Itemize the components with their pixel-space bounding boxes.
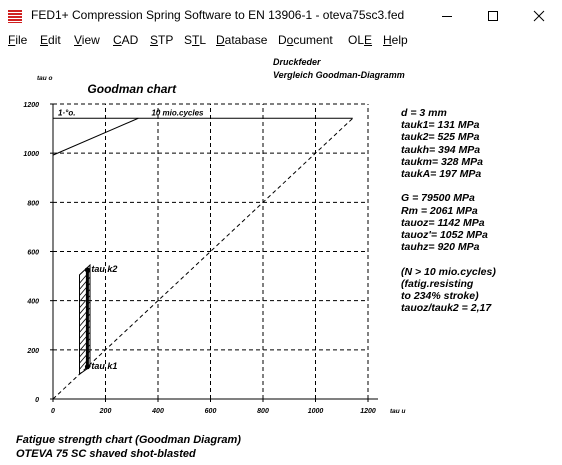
menu-database[interactable]: Database [216,33,268,47]
param-line: taukA= 197 MPa [401,168,482,180]
tau-k2-marker [84,267,90,273]
param-line: G = 79500 MPa [401,192,475,205]
close-icon [533,10,545,21]
window-title: FED1+ Compression Spring Software to EN … [31,8,405,22]
maximize-button[interactable] [470,0,516,31]
minimize-button[interactable] [424,0,470,31]
menu-document[interactable]: Document [278,33,333,47]
param-line: tauk1= 131 MPa [401,119,480,132]
param-line: tauoz/tauk2 = 2,17 [401,302,492,315]
menu-ole[interactable]: OLE [348,33,373,47]
y-tick-label: 600 [27,250,39,257]
menu-view[interactable]: View [74,33,100,47]
x-tick-label: 0 [51,408,55,415]
title-bar: FED1+ Compression Spring Software to EN … [0,0,562,31]
x-tick-label: 600 [205,408,217,415]
param-line: taukm= 328 MPa [401,155,484,168]
param-line: taukh= 394 MPa [401,143,481,156]
x-tick-label: 1000 [308,408,324,415]
param-line: tauk2= 525 MPa [401,131,480,144]
menu-stp[interactable]: STP [150,33,174,47]
param-line: tauoz= 1142 MPa [401,216,485,229]
menu-file[interactable]: File [8,33,28,47]
y-tick-label: 0 [35,397,39,404]
param-line: tauhz= 920 MPa [401,241,480,254]
y-tick-label: 200 [26,348,39,355]
x-axis-label: tau u [390,408,406,415]
series-line [52,117,139,156]
close-button[interactable] [516,0,562,31]
annotation-label: 1·°o. [58,108,75,117]
menu-help[interactable]: Help [383,33,408,47]
document-area: Druckfeder Vergleich Goodman-Diagramm 0 2… [0,50,562,465]
menu-bar: File Edit View CAD STP STL Database Docu… [0,31,562,50]
menu-stl[interactable]: STL [184,33,207,47]
param-line: (N > 10 mio.cycles) [401,265,496,278]
tau-k2-label: tau k2 [91,264,117,274]
annotation-cycles: 10 mio.cycles [151,108,204,117]
y-tick-label: 1000 [23,151,39,158]
tau-k1-marker [84,364,90,370]
tau-k1-label: tau k1 [91,361,117,371]
footer-material: OTEVA 75 SC shaved shot-blasted [16,448,196,460]
y-tick-label: 1200 [23,102,39,109]
spring-app-icon[interactable] [7,8,23,24]
maximize-icon [488,10,498,21]
minimize-icon [442,15,452,17]
param-line: d = 3 mm [401,107,447,119]
y-tick-label: 800 [27,200,39,207]
menu-cad[interactable]: CAD [113,33,139,47]
param-line: (fatig.resisting [401,277,474,290]
x-tick-label: 400 [151,408,164,415]
x-tick-label: 1200 [360,408,376,415]
y-tick-label: 400 [26,299,39,306]
header-title: Druckfeder [273,57,321,67]
goodman-chart: 0 200 400 600 800 1000 1200 0 200 400 600 800 1000 12… [23,75,406,415]
y-axis-label: tau o [37,75,53,82]
param-line: to 234% stroke) [401,290,479,302]
param-line: tauoz'= 1052 MPa [401,229,488,241]
menu-edit[interactable]: Edit [40,33,61,47]
header-subtitle: Vergleich Goodman-Diagramm [273,70,405,80]
chart-title: Goodman chart [87,82,177,96]
series-line [52,117,354,400]
x-tick-label: 200 [99,408,112,415]
x-tick-label: 800 [257,408,269,415]
footer-caption: Fatigue strength chart (Goodman Diagram) [16,434,241,446]
param-line: Rm = 2061 MPa [401,204,478,217]
